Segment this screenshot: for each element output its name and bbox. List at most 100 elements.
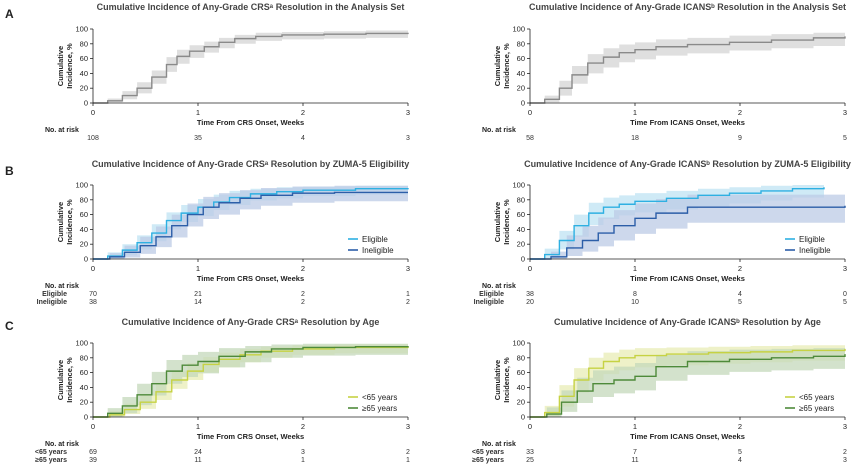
chart-title: Cumulative Incidence of Any-Grade ICANSᵇ… xyxy=(529,2,846,12)
x-tick-label: 0 xyxy=(91,422,95,431)
series-line xyxy=(530,205,846,260)
y-axis-label: CumulativeIncidence, % xyxy=(56,43,74,89)
risk-value: 3 xyxy=(843,457,847,464)
panel-letter-b: B xyxy=(5,164,14,178)
y-tick-label: 20 xyxy=(80,240,88,249)
y-tick-label: 0 xyxy=(84,99,88,108)
risk-value: 18 xyxy=(631,135,639,142)
x-axis-label: Time From CRS Onset, Weeks xyxy=(197,118,304,127)
x-axis-label: Time From CRS Onset, Weeks xyxy=(197,274,304,283)
confidence-band xyxy=(93,30,408,104)
risk-header: No. at risk xyxy=(45,283,79,290)
x-tick-label: 0 xyxy=(528,264,532,273)
risk-value: 0 xyxy=(843,291,847,298)
risk-value: 3 xyxy=(406,135,410,142)
x-tick-label: 3 xyxy=(843,108,847,117)
legend-label: Eligible xyxy=(799,235,825,244)
y-tick-label: 60 xyxy=(80,210,88,219)
confidence-band xyxy=(93,343,408,417)
y-axis-label-line: Incidence, % xyxy=(65,43,74,89)
chart-a-icans: Cumulative Incidence of Any-Grade ICANSᵇ… xyxy=(482,2,847,142)
risk-row-label: <65 years xyxy=(472,449,504,456)
y-tick-label: 20 xyxy=(80,84,88,93)
risk-value: 9 xyxy=(738,135,742,142)
risk-value: 10 xyxy=(631,299,639,306)
risk-value: 2 xyxy=(406,449,410,456)
x-tick-label: 0 xyxy=(528,108,532,117)
series-line xyxy=(93,345,409,418)
risk-value: 11 xyxy=(631,457,638,464)
risk-row-label: <65 years xyxy=(35,449,67,456)
y-tick-label: 60 xyxy=(517,368,525,377)
series-line xyxy=(93,32,409,104)
risk-value: 2 xyxy=(843,449,847,456)
legend-label: Eligible xyxy=(362,235,388,244)
x-axis-label: Time From CRS Onset, Weeks xyxy=(197,432,304,441)
y-tick-label: 100 xyxy=(75,339,88,348)
x-tick-label: 3 xyxy=(406,264,410,273)
y-axis-label-line: Incidence, % xyxy=(65,199,74,245)
x-tick-label: 1 xyxy=(196,422,200,431)
x-tick-label: 2 xyxy=(738,264,742,273)
risk-value: 38 xyxy=(89,299,97,306)
risk-value: 58 xyxy=(526,135,534,142)
legend-label: Ineligible xyxy=(362,246,394,255)
x-tick-label: 3 xyxy=(843,264,847,273)
y-axis-label: CumulativeIncidence, % xyxy=(56,199,74,245)
risk-value: 1 xyxy=(301,457,305,464)
chart-a-crs: Cumulative Incidence of Any-Grade CRSᵃ R… xyxy=(45,2,410,142)
x-tick-label: 2 xyxy=(738,108,742,117)
y-axis-label-line: Cumulative xyxy=(493,202,502,242)
x-tick-label: 1 xyxy=(196,264,200,273)
series-line xyxy=(530,348,846,418)
confidence-band xyxy=(93,343,408,417)
y-axis-label-line: Cumulative xyxy=(493,360,502,400)
confidence-band xyxy=(93,185,408,259)
risk-value: 14 xyxy=(194,299,202,306)
series-line xyxy=(93,346,409,418)
chart-title: Cumulative Incidence of Any-Grade ICANSᵇ… xyxy=(524,159,851,169)
risk-value: 4 xyxy=(301,135,305,142)
risk-row-label: Ineligible xyxy=(37,299,67,306)
y-tick-label: 20 xyxy=(80,398,88,407)
confidence-band xyxy=(530,346,845,417)
risk-value: 5 xyxy=(738,299,742,306)
y-tick-label: 100 xyxy=(75,25,88,34)
y-axis-label-line: Incidence, % xyxy=(502,43,511,89)
y-tick-label: 20 xyxy=(517,84,525,93)
y-tick-label: 20 xyxy=(517,240,525,249)
x-tick-label: 2 xyxy=(301,422,305,431)
y-axis-label-line: Cumulative xyxy=(493,46,502,86)
y-axis-label-line: Cumulative xyxy=(56,360,65,400)
risk-row-label: ≥65 years xyxy=(472,457,504,464)
risk-value: 7 xyxy=(633,449,637,456)
risk-row-label: Eligible xyxy=(42,291,67,298)
series-line xyxy=(530,187,825,260)
y-axis-label-line: Cumulative xyxy=(56,202,65,242)
risk-value: 1 xyxy=(406,291,410,298)
risk-value: 1 xyxy=(406,457,410,464)
risk-value: 38 xyxy=(526,291,534,298)
risk-value: 2 xyxy=(406,299,410,306)
y-axis-label: CumulativeIncidence, % xyxy=(493,357,511,403)
y-tick-label: 80 xyxy=(80,353,88,362)
chart-b-icans: Cumulative Incidence of Any-Grade ICANSᵇ… xyxy=(474,159,851,306)
y-tick-label: 40 xyxy=(80,383,88,392)
risk-row-label: Ineligible xyxy=(474,299,504,306)
charts-group: Cumulative Incidence of Any-Grade CRSᵃ R… xyxy=(35,2,851,464)
panel-letter-c: C xyxy=(5,319,14,333)
y-tick-label: 60 xyxy=(80,368,88,377)
risk-value: 24 xyxy=(194,449,202,456)
risk-value: 70 xyxy=(89,291,97,298)
legend-label: ≥65 years xyxy=(362,404,397,413)
x-tick-label: 2 xyxy=(301,264,305,273)
risk-value: 69 xyxy=(89,449,97,456)
x-axis-label: Time From ICANS Onset, Weeks xyxy=(630,432,745,441)
y-tick-label: 20 xyxy=(517,398,525,407)
y-tick-label: 40 xyxy=(517,225,525,234)
y-axis-label-line: Incidence, % xyxy=(502,357,511,403)
risk-value: 5 xyxy=(843,135,847,142)
x-tick-label: 2 xyxy=(301,108,305,117)
series-line xyxy=(93,191,408,260)
x-tick-label: 1 xyxy=(633,422,637,431)
